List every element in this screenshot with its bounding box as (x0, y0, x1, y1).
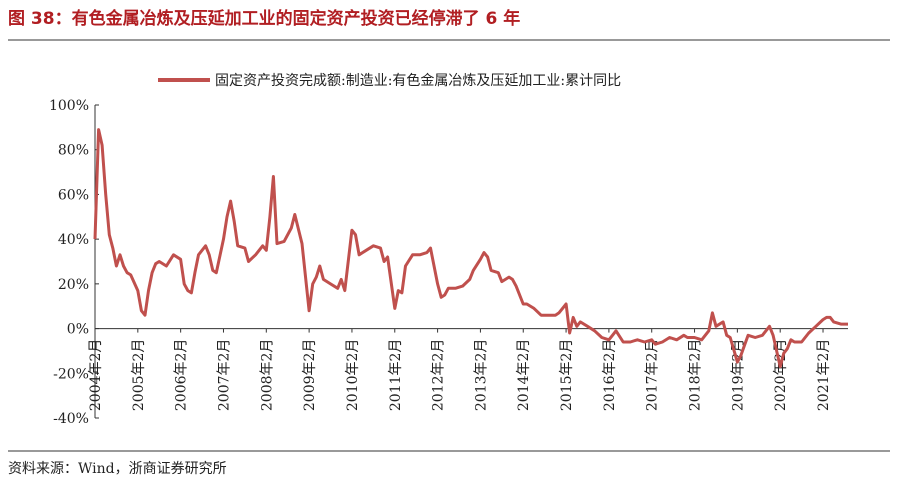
x-tick-label: 2021年2月 (816, 339, 832, 412)
source: 资料来源：Wind，浙商证券研究所 (8, 461, 227, 477)
x-tick-label: 2011年2月 (388, 339, 404, 412)
x-tick-label: 2014年2月 (516, 339, 532, 412)
y-tick-label: 100% (49, 98, 89, 114)
x-tick-label: 2008年2月 (259, 339, 275, 412)
x-tick-label: 2009年2月 (302, 339, 318, 412)
y-tick-label: 80% (58, 143, 89, 159)
y-tick-label: -20% (53, 366, 89, 382)
y-tick-label: 0% (67, 322, 89, 338)
chart-title: 图 38：有色金属冶炼及压延加工业的固定资产投资已经停滞了 6 年 (8, 8, 520, 29)
x-tick-label: 2006年2月 (174, 339, 190, 412)
y-tick-label: 20% (58, 277, 89, 293)
y-tick-label: -40% (53, 411, 89, 427)
x-tick-label: 2004年2月 (88, 339, 104, 412)
x-tick-label: 2016年2月 (602, 339, 618, 412)
y-tick-label: 40% (58, 232, 89, 248)
x-tick-label: 2012年2月 (431, 339, 447, 412)
x-tick-label: 2007年2月 (216, 339, 232, 412)
x-tick-label: 2013年2月 (473, 339, 489, 412)
series-line (93, 128, 848, 369)
y-tick-label: 60% (58, 187, 89, 203)
x-tick-label: 2010年2月 (345, 339, 361, 412)
legend-label: 固定资产投资完成额:制造业:有色金属冶炼及压延加工业:累计同比 (215, 72, 621, 89)
x-tick-label: 2005年2月 (131, 339, 147, 412)
x-tick-label: 2017年2月 (645, 339, 661, 412)
x-tick-label: 2015年2月 (559, 339, 575, 412)
x-tick-label: 2018年2月 (688, 339, 704, 412)
